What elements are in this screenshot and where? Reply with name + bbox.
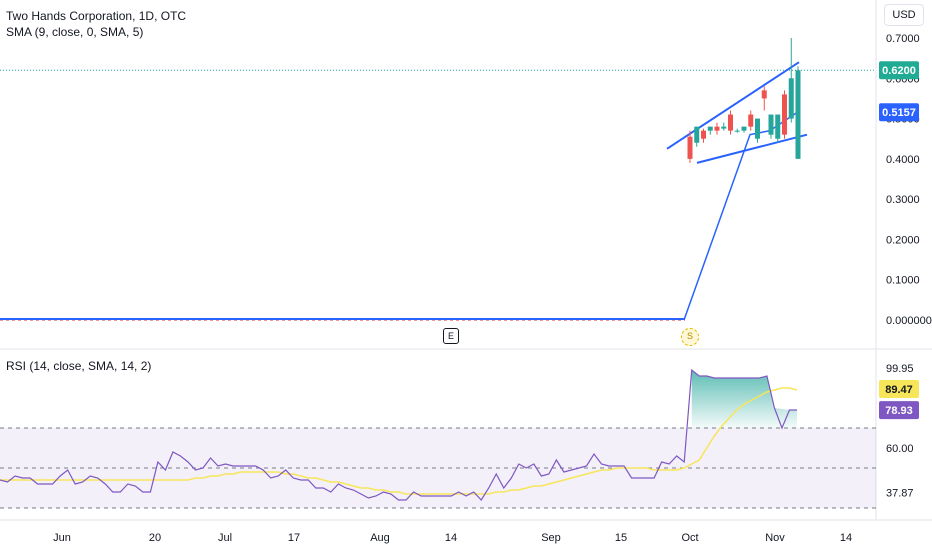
sma-line xyxy=(683,111,798,321)
price-tick-label: 0.4000 xyxy=(886,154,920,166)
rsi-legend[interactable]: RSI (14, close, SMA, 14, 2) xyxy=(6,359,152,373)
time-tick-label: Jul xyxy=(218,532,232,544)
time-tick-label: 20 xyxy=(149,532,161,544)
rsi-line xyxy=(0,368,797,501)
sma-legend[interactable]: SMA (9, close, 0, SMA, 5) xyxy=(6,25,144,39)
candle-body xyxy=(755,118,760,139)
price-tick-label: 0.1000 xyxy=(886,275,920,287)
candle-body xyxy=(788,78,794,119)
rsi-ma-line xyxy=(0,387,798,495)
candle-body xyxy=(734,130,740,132)
candle-body xyxy=(728,114,733,131)
time-tick-label: Aug xyxy=(370,532,390,544)
price-tick-label: 0.000000 xyxy=(886,315,932,327)
wedge-trendline xyxy=(696,133,808,164)
time-tick-label: Jun xyxy=(53,532,71,544)
candle-body xyxy=(795,70,801,159)
rsi-badge: 78.93 xyxy=(885,405,913,417)
rsi-ma-badge-bg xyxy=(879,380,919,399)
rsi-badge-bg xyxy=(879,401,919,420)
rsi-tick-label: 60.00 xyxy=(886,443,914,455)
last-price-badge-bg xyxy=(879,61,919,80)
chart-title: Two Hands Corporation, 1D, OTC xyxy=(6,9,187,23)
wedge-trendline xyxy=(666,61,800,150)
price-tick-label: 0.2000 xyxy=(886,234,920,246)
time-tick-label: 17 xyxy=(288,532,300,544)
candle-body xyxy=(714,126,720,131)
sma-price-badge: 0.5157 xyxy=(882,107,916,119)
rsi-ma-badge: 89.47 xyxy=(885,384,913,396)
candle-body xyxy=(701,130,706,139)
candle-body xyxy=(775,114,781,139)
earnings-event-marker[interactable]: E xyxy=(443,328,459,344)
sma-price-badge-bg xyxy=(879,103,919,122)
time-tick-label: 14 xyxy=(840,532,852,544)
rsi-tick-label: 99.95 xyxy=(886,363,914,375)
time-tick-label: 15 xyxy=(615,532,627,544)
price-tick-label: 0.7000 xyxy=(886,33,920,45)
rsi-tick-label: 37.87 xyxy=(886,487,914,499)
candle-body xyxy=(761,90,767,99)
currency-button[interactable]: USD xyxy=(884,4,924,26)
candle-body xyxy=(707,126,713,131)
split-event-marker[interactable]: S xyxy=(681,328,699,346)
rsi-overbought-fill xyxy=(691,370,797,428)
candle-body xyxy=(694,126,700,143)
time-tick-label: 14 xyxy=(445,532,457,544)
last-price-badge: 0.6200 xyxy=(882,65,916,77)
time-tick-label: Nov xyxy=(765,532,785,544)
candle-body xyxy=(721,126,727,129)
candle-body xyxy=(748,114,754,127)
candle-body xyxy=(768,114,774,135)
price-tick-label: 0.3000 xyxy=(886,194,920,206)
candle-body xyxy=(782,94,787,135)
candle-body xyxy=(741,126,747,131)
time-tick-label: Oct xyxy=(681,532,698,544)
candle-body xyxy=(687,136,693,159)
time-tick-label: Sep xyxy=(541,532,561,544)
